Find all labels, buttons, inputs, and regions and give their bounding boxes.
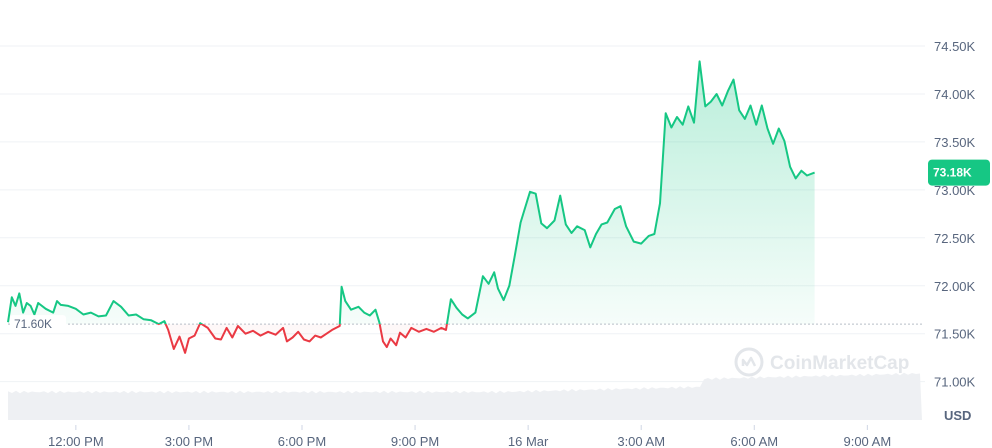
current-price-badge-bg — [928, 159, 990, 186]
x-tick-label: 16 Mar — [508, 434, 549, 448]
price-line-up — [7, 60, 815, 325]
price-line — [7, 60, 815, 354]
watermark-text: CoinMarketCap — [770, 353, 909, 374]
price-fill-areas — [8, 61, 815, 353]
reference-label-bg — [10, 315, 66, 334]
y-tick-label: 72.00K — [934, 279, 976, 294]
y-tick-label: 71.50K — [934, 327, 976, 342]
y-tick-label: 73.00K — [934, 183, 976, 198]
down-fill — [165, 324, 447, 353]
grid — [0, 45, 925, 383]
x-tick-label: 12:00 PM — [48, 434, 104, 448]
y-tick-label: 74.00K — [934, 87, 976, 102]
x-tick-label: 6:00 PM — [278, 434, 326, 448]
coinmarketcap-logo-icon — [734, 347, 764, 377]
current-price-badge: 73.18K — [928, 159, 990, 186]
y-tick-label: 72.50K — [934, 231, 976, 246]
y-axis: 71.00K 71.50K 72.00K 72.50K 73.00K 73.50K 74.0… — [934, 39, 976, 390]
x-tick-label: 9:00 PM — [391, 434, 439, 448]
current-price-text: 73.18K — [933, 166, 972, 180]
x-tick-label: 9:00 AM — [843, 434, 891, 448]
x-tick-label: 6:00 AM — [730, 434, 778, 448]
reference-label: 71.60K — [10, 315, 66, 334]
x-tick-label: 3:00 AM — [617, 434, 665, 448]
x-axis: 12:00 PM 3:00 PM 6:00 PM 9:00 PM 16 Mar 3:00 … — [48, 425, 891, 448]
volume-area — [8, 372, 922, 420]
watermark: CoinMarketCap — [734, 347, 909, 377]
volume-bars — [8, 372, 922, 420]
currency-unit: USD — [944, 408, 971, 423]
price-line-down — [156, 324, 448, 354]
reference-label-text: 71.60K — [14, 317, 52, 331]
y-tick-label: 73.50K — [934, 135, 976, 150]
x-tick-label: 3:00 PM — [165, 434, 213, 448]
up-fill — [8, 61, 815, 325]
y-tick-label: 71.00K — [934, 375, 976, 390]
y-tick-label: 74.50K — [934, 39, 976, 54]
